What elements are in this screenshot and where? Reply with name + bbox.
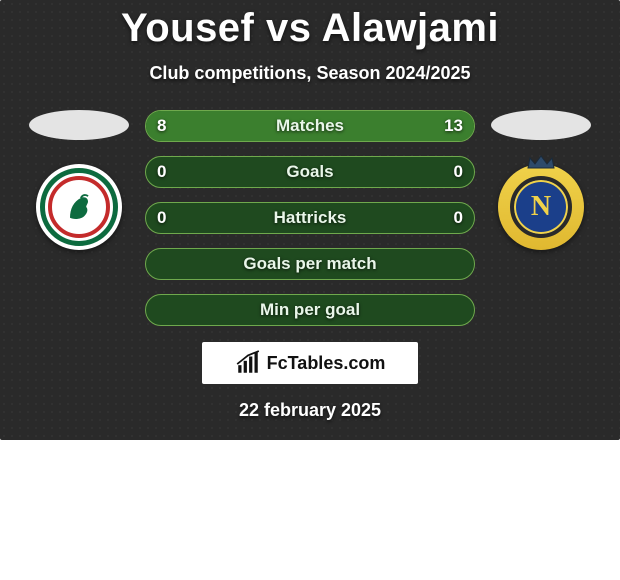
player2-column: N <box>481 110 601 250</box>
player1-club-badge <box>36 164 122 250</box>
stat-bar: 0 0 Goals <box>145 156 475 188</box>
stat-bar-label: Min per goal <box>260 300 360 320</box>
stat-bar-label: Goals <box>286 162 333 182</box>
stat-bar-label: Matches <box>276 116 344 136</box>
stat-bar-right-value: 0 <box>454 208 463 228</box>
player2-silhouette <box>491 110 591 140</box>
date-label: 22 february 2025 <box>0 400 620 421</box>
stat-bar: 0 0 Hattricks <box>145 202 475 234</box>
subtitle: Club competitions, Season 2024/2025 <box>0 63 620 84</box>
horse-icon <box>61 189 97 225</box>
stat-bar-label: Goals per match <box>243 254 376 274</box>
comparison-layout: 8 13 Matches 0 0 Goals 0 0 Hattricks Goals per ma… <box>0 110 620 326</box>
player1-silhouette <box>29 110 129 140</box>
stat-bars: 8 13 Matches 0 0 Goals 0 0 Hattricks Goals per ma… <box>139 110 481 326</box>
player2-club-badge: N <box>498 164 584 250</box>
stat-bar: Goals per match <box>145 248 475 280</box>
stat-bar-right-value: 0 <box>454 162 463 182</box>
stat-bar-label: Hattricks <box>274 208 347 228</box>
watermark: FcTables.com <box>202 342 418 384</box>
chart-bars-icon <box>235 350 261 376</box>
stat-bar: Min per goal <box>145 294 475 326</box>
stat-bar-left-value: 0 <box>157 162 166 182</box>
crown-icon <box>526 154 556 170</box>
page-title: Yousef vs Alawjami <box>0 0 620 51</box>
stat-bar-left-value: 8 <box>157 116 166 136</box>
comparison-card: Yousef vs Alawjami Club competitions, Se… <box>0 0 620 440</box>
watermark-text: FcTables.com <box>267 353 386 374</box>
club2-letter: N <box>531 191 551 223</box>
stat-bar: 8 13 Matches <box>145 110 475 142</box>
player1-column <box>19 110 139 250</box>
stat-bar-left-value: 0 <box>157 208 166 228</box>
stat-bar-right-value: 13 <box>444 116 463 136</box>
